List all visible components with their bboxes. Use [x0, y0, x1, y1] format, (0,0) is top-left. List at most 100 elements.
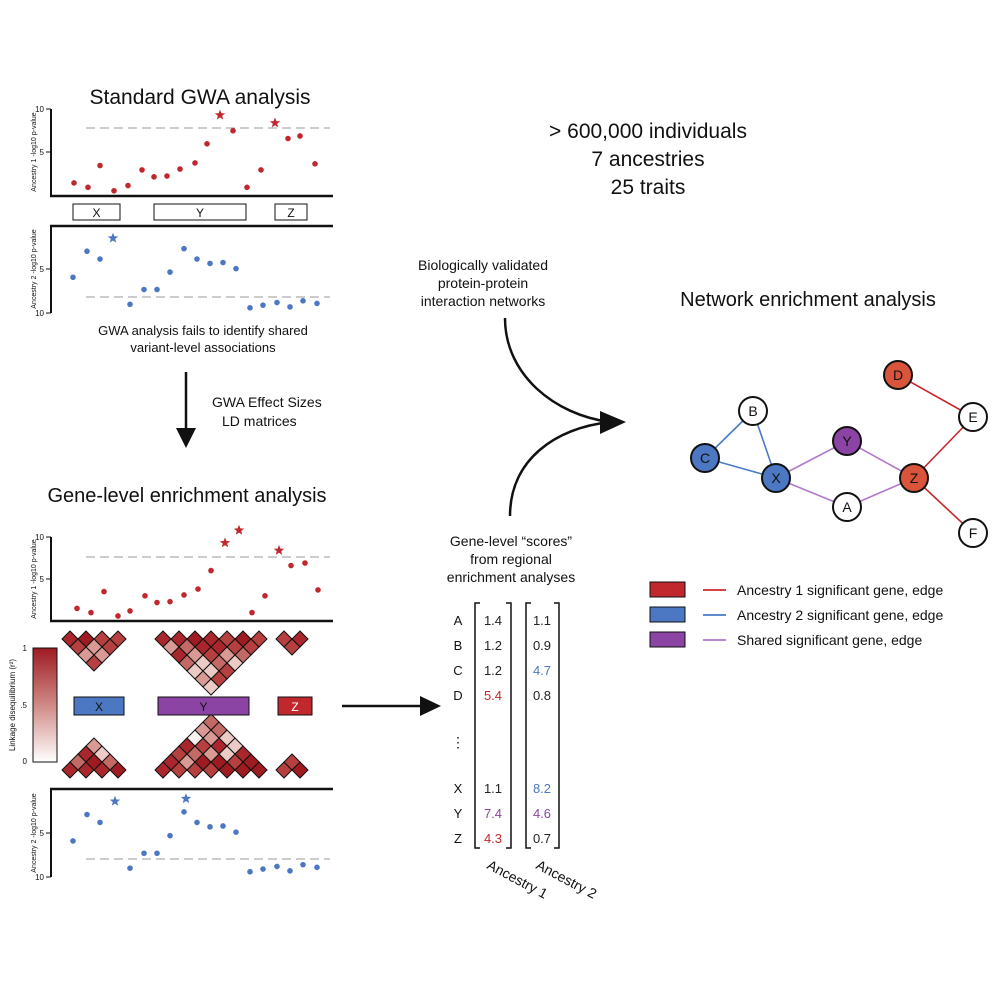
- gwa-bottom-point: [233, 265, 239, 272]
- gwa-bottom-tick-label-5: 5: [40, 265, 45, 274]
- gl-top-point: [101, 588, 107, 595]
- ld-cell: [283, 753, 301, 771]
- gl-bottom-point: [274, 863, 280, 870]
- gwa-top-point: [151, 174, 157, 180]
- matrix2-left-bracket: [525, 602, 531, 849]
- score-ancestry1-value: 7.4: [484, 806, 502, 821]
- gl-bottom-y-label: Ancestry 2 -log10 p-value: [31, 793, 38, 872]
- legend-label: Shared significant gene, edge: [737, 632, 922, 648]
- gwa-bottom-star: [107, 232, 119, 243]
- gwa-bottom-point: [207, 260, 213, 267]
- gl-top-point: [127, 608, 133, 614]
- gwa-top-point: [85, 184, 91, 191]
- gwa-bottom-point: [127, 301, 133, 308]
- gl-top-point: [88, 609, 94, 616]
- gwa-bottom-point: [167, 269, 173, 275]
- gl-top-point: [195, 586, 201, 592]
- score-ancestry2-value: 4.6: [533, 806, 551, 821]
- gwa-top-tick-label-5: 5: [40, 148, 45, 157]
- score-ancestry2-value: 1.1: [533, 613, 551, 628]
- gwa-top-point: [192, 160, 198, 166]
- ld-cell: [85, 654, 103, 672]
- matrix1-left-bracket: [474, 602, 480, 849]
- node-label: A: [842, 499, 852, 515]
- network-title: Network enrichment analysis: [680, 289, 936, 311]
- gl-bottom-point: [154, 850, 160, 857]
- node-circle: [958, 402, 988, 432]
- gwa-gene-label-z: Z: [287, 206, 294, 220]
- legend-label: Ancestry 2 significant gene, edge: [737, 607, 943, 623]
- node-circle: [761, 463, 791, 493]
- score-row-x: X 1.1 8.2: [454, 781, 551, 796]
- curve-arrow-scores: [508, 420, 611, 517]
- network-nodes: D B E Y C X Z A F: [690, 360, 988, 548]
- ld-heatmap-triangles: [61, 630, 309, 779]
- score-ancestry1-value: 1.2: [484, 663, 502, 678]
- gwa-gene-label-y: Y: [196, 206, 204, 220]
- gl-bottom-point: [127, 865, 133, 871]
- node-circle: [832, 492, 862, 522]
- node-circle: [690, 443, 720, 473]
- node-f: F: [958, 518, 988, 548]
- gl-bottom-point: [287, 868, 293, 874]
- gl-top-points: [74, 524, 321, 619]
- gwa-top-point: [285, 135, 291, 142]
- gl-bottom-point: [84, 811, 90, 818]
- gl-gene-bar-y: [157, 696, 250, 716]
- gwa-bottom-point: [287, 304, 293, 310]
- gwa-top-point: [97, 162, 103, 169]
- study-line3: 25 traits: [611, 176, 686, 199]
- gwa-bottom-y-label: Ancestry 2 -log10 p-value: [31, 229, 38, 308]
- legend-item-1: Ancestry 1 significant gene, edge: [649, 581, 943, 598]
- gwa-bottom-point: [141, 286, 147, 293]
- node-label: F: [969, 525, 978, 541]
- gwa-top-star: [214, 109, 226, 120]
- score-row-d: D 5.4 0.8: [453, 688, 551, 703]
- gl-bottom-point: [167, 832, 173, 839]
- score-ancestry1-value: 1.4: [484, 613, 502, 628]
- score-ancestry2-value: 4.7: [533, 663, 551, 678]
- gwa-bottom-point: [97, 256, 103, 262]
- node-circle: [899, 463, 929, 493]
- curve-arrow-ppi: [503, 317, 611, 424]
- gl-bottom-point: [233, 829, 239, 835]
- ld-tick-half: .5: [20, 701, 27, 710]
- legend-swatch: [649, 606, 686, 623]
- score-gene-label: Z: [454, 831, 462, 846]
- gwa-top-star: [269, 117, 281, 128]
- down-arrow-head: [176, 428, 196, 448]
- gl-bottom-tick-label-5: 5: [40, 829, 45, 838]
- gl-top-star: [233, 524, 245, 535]
- gwa-top-point: [139, 167, 145, 173]
- arrow-label-line1: GWA Effect Sizes: [212, 394, 322, 410]
- score-ancestry2-value: 0.8: [533, 688, 551, 703]
- node-label: C: [700, 450, 710, 466]
- gwa-bottom-point: [84, 248, 90, 255]
- gwa-top-point: [312, 161, 318, 167]
- gwa-top-point: [125, 182, 131, 189]
- ld-tick-0: 0: [23, 757, 28, 766]
- gwa-bottom-point: [70, 274, 76, 281]
- gl-top-point: [115, 613, 121, 619]
- gl-gene-label-z: Z: [291, 700, 298, 714]
- gwa-top-point: [244, 184, 250, 191]
- ld-cell: [283, 638, 301, 656]
- score-ancestry2-value: 8.2: [533, 781, 551, 796]
- gwa-bottom-point: [314, 300, 320, 307]
- score-gene-label: Y: [454, 806, 463, 821]
- curve-arrow-head: [600, 411, 626, 434]
- score-gene-label: B: [454, 638, 463, 653]
- gwa-bottom-tick-label-10: 10: [35, 309, 44, 318]
- gl-bottom-point: [300, 861, 306, 868]
- arrow-label-line2: LD matrices: [222, 413, 297, 429]
- gl-top-point: [142, 593, 148, 599]
- gl-gene-label-x: X: [95, 700, 103, 714]
- node-label: B: [748, 403, 757, 419]
- legend-label: Ancestry 1 significant gene, edge: [737, 582, 943, 598]
- gl-top-point: [262, 593, 268, 599]
- gwa-bottom-points: [70, 232, 320, 311]
- gwa-top-point: [111, 187, 117, 194]
- legend-item-3: Shared significant gene, edge: [649, 631, 922, 648]
- score-gene-label: X: [454, 781, 463, 796]
- gwa-top-point: [297, 133, 303, 139]
